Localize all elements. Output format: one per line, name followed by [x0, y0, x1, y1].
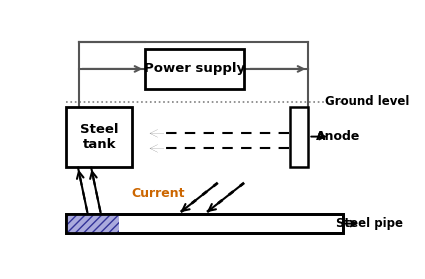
Text: Current: Current	[132, 187, 185, 200]
Text: Anode: Anode	[316, 130, 360, 143]
Bar	[66, 214, 343, 233]
Bar	[66, 214, 119, 233]
Bar	[66, 214, 343, 233]
Text: Ground level: Ground level	[326, 95, 410, 108]
Text: Steel pipe: Steel pipe	[336, 217, 403, 230]
Text: Power supply: Power supply	[144, 62, 245, 75]
Text: Steel
tank: Steel tank	[80, 122, 119, 151]
Bar	[145, 49, 244, 89]
Bar	[66, 107, 132, 167]
Bar	[290, 107, 309, 167]
